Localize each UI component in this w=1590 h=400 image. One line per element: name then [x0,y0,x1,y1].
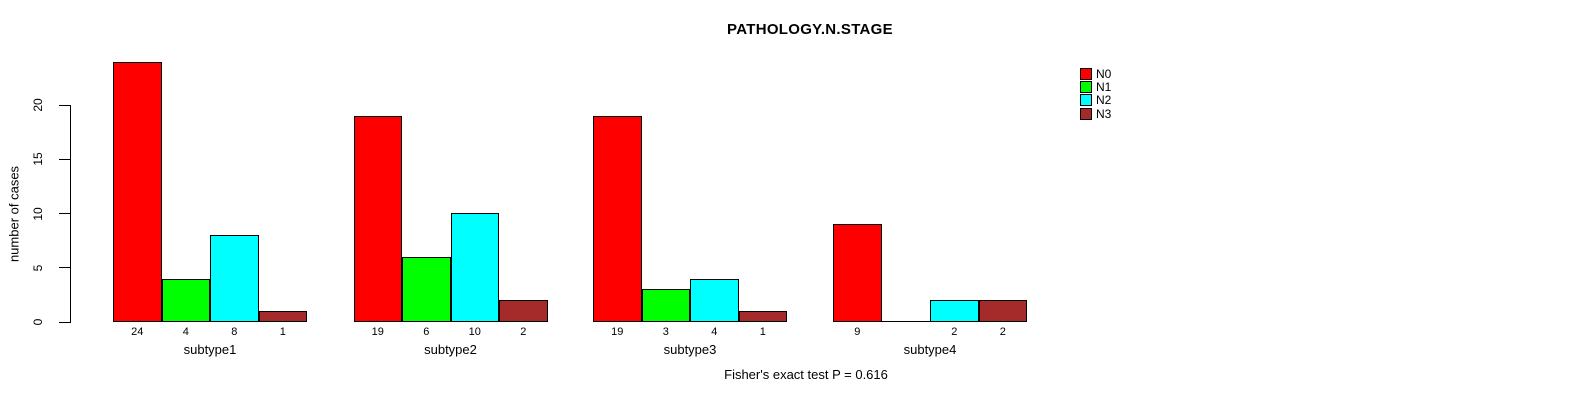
bar-value-label-subtype2-N3: 2 [520,326,527,338]
chart-title: PATHOLOGY.N.STAGE [727,21,893,38]
bar-subtype3-N1 [641,289,690,322]
legend-item-N1: N1 [1080,80,1112,95]
bar-value-label-subtype4-N3: 2 [999,326,1006,338]
y-axis-tick [59,321,70,323]
legend-label-N0: N0 [1096,66,1112,81]
bar-subtype2-N3 [499,300,548,322]
category-label-subtype4: subtype4 [903,342,957,357]
y-tick-label: 0 [31,318,45,326]
bar-value-label-subtype3-N1: 3 [662,326,669,338]
bar-value-label-subtype4-N2: 2 [951,326,958,338]
bar-subtype1-N2 [210,235,259,322]
bar-value-label-subtype3-N2: 4 [711,326,718,338]
bar-subtype2-N2 [450,213,499,322]
legend-item-N2: N2 [1080,94,1111,107]
bar-value-label-subtype3-N3: 1 [759,326,766,338]
y-tick-label: 10 [31,206,45,221]
legend-item-N3: N3 [1080,107,1111,120]
y-tick-label: 5 [31,264,45,272]
bar-subtype1-N1 [161,279,210,322]
bar-subtype3-N2 [690,279,739,322]
y-axis-tick [59,158,70,160]
legend-item-N0: N0 [1080,67,1111,80]
category-label-subtype2: subtype2 [424,342,477,357]
bar-value-label-subtype1-N1: 4 [182,326,189,338]
y-tick-label: 15 [31,152,45,166]
bar-value-label-subtype2-N1: 6 [423,326,430,338]
legend-label-N2: N2 [1096,93,1112,108]
legend: N0 N1 N2 N3 [1080,67,1111,121]
bar-subtype4-N2 [930,300,979,322]
legend-swatch-N3 [1080,107,1092,120]
bar-subtype4-N3 [978,300,1027,322]
y-axis-label: number of cases [6,165,22,263]
y-axis-tick [59,267,70,269]
fisher-test-annotation: Fisher's exact test P = 0.616 [724,367,888,382]
y-axis-tick [59,104,70,106]
bar-value-label-subtype2-N2: 10 [468,326,481,338]
category-label-subtype1: subtype1 [183,342,237,357]
category-label-subtype3: subtype3 [663,342,717,357]
bar-subtype2-N1 [402,257,451,322]
bar-subtype3-N3 [738,311,787,322]
bar-value-label-subtype1-N0: 24 [131,326,144,338]
legend-swatch-N0 [1080,67,1092,80]
legend-swatch-N2 [1080,94,1092,107]
bar-subtype1-N0 [113,62,162,322]
bar-value-label-subtype1-N2: 8 [231,326,238,338]
bar-subtype1-N3 [258,311,307,322]
bar-value-label-subtype3-N0: 19 [611,326,624,338]
y-tick-label: 20 [31,98,45,112]
y-axis-tick [59,213,70,214]
legend-label-N3: N3 [1096,106,1112,121]
bar-subtype4-N0 [833,224,882,322]
bar-value-label-subtype1-N3: 1 [279,326,286,338]
bar-value-label-subtype2-N0: 19 [371,326,384,338]
y-axis-line [70,105,71,323]
legend-label-N1: N1 [1096,80,1112,95]
bar-subtype2-N0 [353,116,402,322]
bar-value-label-subtype4-N0: 9 [854,326,861,338]
legend-swatch-N1 [1080,81,1092,94]
bar-subtype3-N0 [593,116,642,322]
